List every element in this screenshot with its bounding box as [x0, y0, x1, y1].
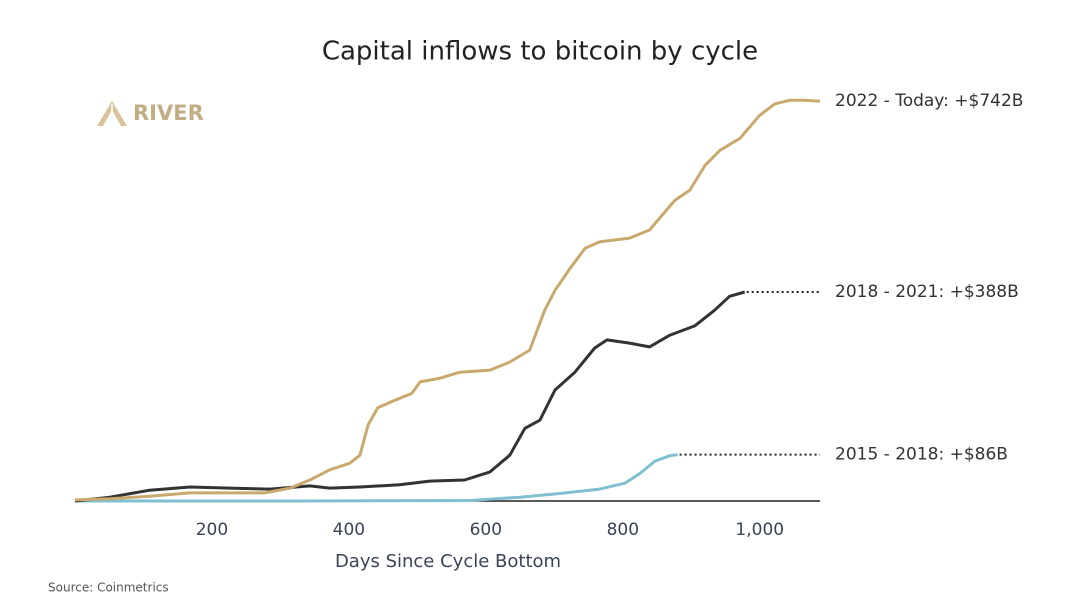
x-tick-label: 400 [333, 520, 365, 540]
x-axis-label: Days Since Cycle Bottom [335, 551, 561, 572]
source: Source: Coinmetrics [48, 581, 169, 595]
logo-text: RIVER [133, 101, 204, 125]
series-end-label: 2018 - 2021: +$388B [835, 282, 1019, 302]
x-tick-label: 200 [196, 520, 228, 540]
x-tick-label: 1,000 [735, 520, 784, 540]
series-end-label: 2022 - Today: +$742B [835, 91, 1023, 111]
logo: RIVER [97, 101, 204, 126]
x-tick-label: 800 [607, 520, 639, 540]
series-end-label: 2015 - 2018: +$86B [835, 445, 1008, 465]
series-line [74, 98, 821, 502]
series-line [74, 290, 746, 503]
series-line [75, 453, 678, 503]
logo-icon [97, 101, 127, 126]
x-tick-label: 600 [470, 520, 502, 540]
chart-title: Capital inflows to bitcoin by cycle [322, 37, 758, 67]
